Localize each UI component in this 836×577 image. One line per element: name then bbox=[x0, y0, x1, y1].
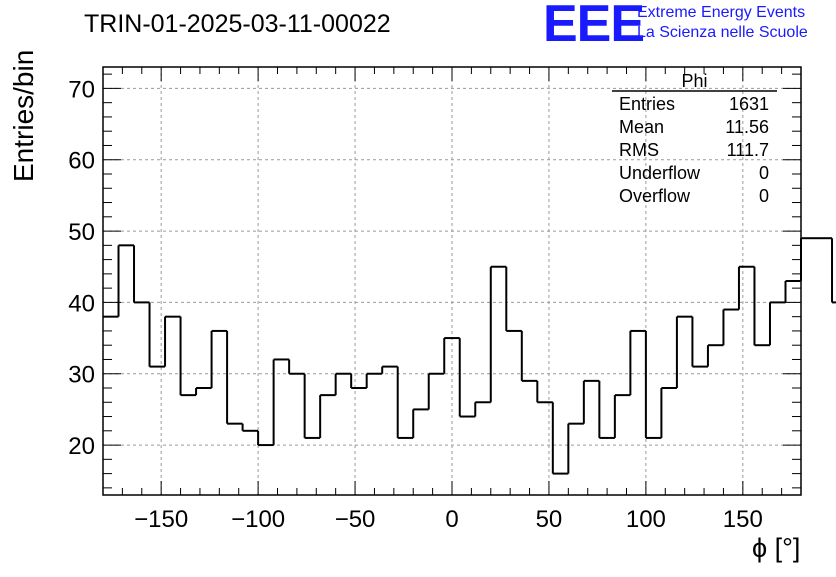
logo-caption-line-2: La Scienza nelle Scuole bbox=[637, 24, 808, 41]
stats-row-label: Entries bbox=[619, 94, 675, 114]
stats-row-label: RMS bbox=[619, 140, 659, 160]
x-tick-label: −50 bbox=[335, 506, 376, 533]
chart-title: TRIN-01-2025-03-11-00022 bbox=[84, 10, 391, 38]
axes-frame bbox=[102, 66, 802, 496]
y-tick-label: 40 bbox=[68, 290, 95, 317]
x-tick-label: 150 bbox=[723, 506, 763, 533]
stats-row-value: 0 bbox=[759, 186, 769, 206]
histogram-layer bbox=[103, 237, 836, 475]
y-tick-label: 60 bbox=[68, 148, 95, 175]
x-tick-label: −150 bbox=[134, 506, 188, 533]
plot-frame bbox=[102, 66, 802, 496]
y-tick-label: 20 bbox=[68, 433, 95, 460]
stats-row-label: Mean bbox=[619, 117, 664, 137]
x-tick-label: 0 bbox=[445, 506, 458, 533]
x-tick-label: 50 bbox=[536, 506, 563, 533]
tick-labels: −150 −100 −50 0 50 100 150 20 30 40 50 60 70 bbox=[68, 76, 763, 533]
grid-layer bbox=[103, 67, 801, 495]
x-tick-label: 100 bbox=[626, 506, 666, 533]
y-tick-label: 70 bbox=[68, 76, 95, 103]
stats-box-title: Phi bbox=[681, 71, 707, 91]
stats-row-value: 0 bbox=[759, 163, 769, 183]
x-axis-label: ϕ [°] bbox=[752, 533, 801, 563]
stats-row-value: 1631 bbox=[729, 94, 769, 114]
y-tick-label: 50 bbox=[68, 219, 95, 246]
stats-row-value: 11.56 bbox=[725, 117, 769, 137]
stats-box: Phi Entries 1631 Mean 11.56 RMS 111.7 Underflow… bbox=[612, 71, 777, 206]
logo-caption-line-1: Extreme Energy Events bbox=[637, 4, 806, 21]
stats-row-label: Underflow bbox=[619, 163, 701, 183]
tick-marks bbox=[102, 67, 802, 495]
x-tick-label: −100 bbox=[231, 506, 285, 533]
stats-row-label: Overflow bbox=[619, 186, 691, 206]
y-tick-label: 30 bbox=[68, 362, 95, 389]
eee-logo-icon: EEE bbox=[543, 0, 645, 53]
stats-row-value: 111.7 bbox=[727, 140, 769, 160]
y-axis-label: Entries/bin bbox=[8, 49, 39, 182]
